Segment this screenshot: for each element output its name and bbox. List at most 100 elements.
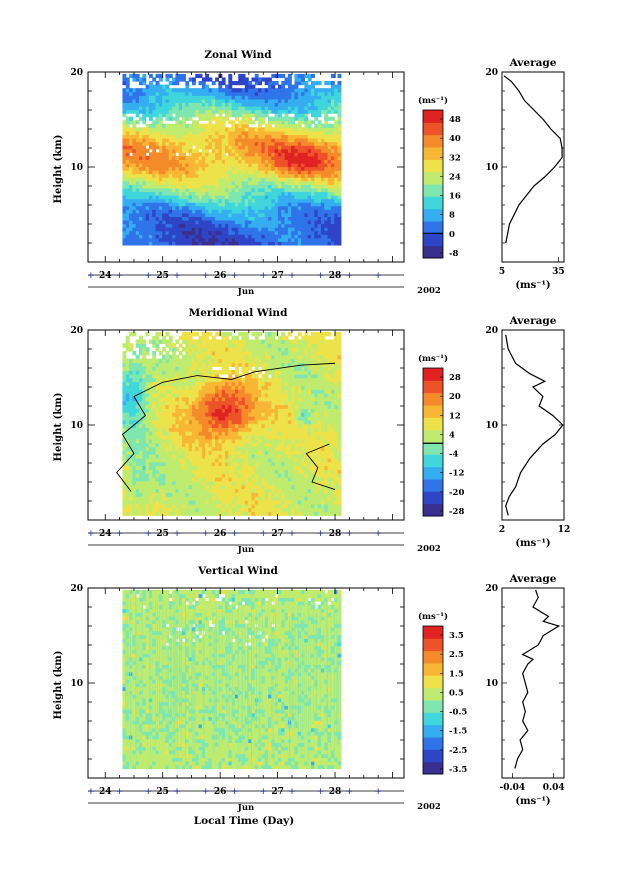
heatmap-cell	[185, 347, 190, 352]
heatmap-cell	[145, 195, 150, 200]
heatmap-cell	[208, 469, 213, 474]
heatmap-cell	[125, 511, 130, 516]
profile-x-label: (ms⁻¹)	[515, 280, 550, 291]
heatmap-cell	[139, 412, 143, 417]
heatmap-cell	[251, 180, 256, 185]
heatmap-cell	[234, 408, 239, 413]
heatmap-cell	[225, 419, 229, 425]
heatmap-cell	[221, 431, 226, 436]
heatmap-cell	[337, 227, 342, 232]
heatmap-cell	[165, 166, 170, 171]
heatmap-cell	[148, 435, 153, 440]
heatmap-cell	[139, 404, 143, 409]
heatmap-cell	[198, 335, 203, 341]
heatmap-cell	[172, 419, 176, 425]
heatmap-cell	[142, 492, 147, 497]
heatmap-cell	[158, 362, 163, 367]
heatmap-cell	[261, 166, 266, 171]
heatmap-cell	[158, 450, 163, 455]
heatmap-cell	[175, 148, 180, 153]
heatmap-cell	[291, 127, 296, 132]
heatmap-cell	[148, 177, 153, 182]
heatmap-cell	[221, 389, 226, 394]
heatmap-cell	[132, 184, 137, 189]
heatmap-cell	[294, 184, 299, 189]
heatmap-cell	[225, 241, 229, 246]
heatmap-cell	[287, 88, 292, 93]
heatmap-cell	[155, 488, 160, 493]
heatmap-cell	[142, 77, 147, 82]
heatmap-cell	[191, 477, 196, 482]
heatmap-cell	[162, 230, 167, 235]
heatmap-cell	[175, 339, 180, 344]
heatmap-cell	[241, 145, 246, 150]
heatmap-cell	[264, 77, 269, 82]
heatmap-cell	[168, 141, 173, 146]
heatmap-cell	[271, 134, 276, 139]
heatmap-cell	[261, 230, 266, 235]
heatmap-cell	[132, 223, 137, 228]
heatmap-cell	[205, 343, 210, 348]
heatmap-cell	[264, 219, 269, 225]
heatmap-cell	[185, 155, 190, 160]
heatmap-cell	[320, 195, 325, 200]
heatmap-cell	[205, 73, 210, 79]
heatmap-cell	[208, 461, 213, 467]
heatmap-cell	[294, 166, 299, 171]
heatmap-cell	[132, 102, 137, 107]
heatmap-cell	[148, 230, 153, 235]
heatmap-cell	[231, 507, 236, 513]
heatmap-cell	[198, 113, 203, 118]
heatmap-cell	[241, 162, 246, 168]
heatmap-cell	[238, 427, 243, 432]
heatmap-cell	[254, 347, 259, 352]
heatmap-cell	[225, 177, 229, 182]
heatmap-cell	[218, 127, 223, 132]
heatmap-cell	[317, 209, 322, 214]
heatmap-cell	[188, 473, 193, 478]
heatmap-cell	[228, 351, 233, 356]
heatmap-cell	[297, 98, 302, 103]
heatmap-cell	[188, 145, 193, 150]
heatmap-cell	[122, 177, 127, 182]
heatmap-cell	[337, 177, 342, 182]
heatmap-cell	[191, 234, 196, 239]
heatmap-cell	[208, 113, 213, 118]
heatmap-cell	[311, 95, 315, 100]
heatmap-cell	[191, 377, 196, 383]
heatmap-cell	[271, 205, 276, 210]
heatmap-cell	[158, 134, 163, 139]
heatmap-cell	[172, 105, 176, 111]
heatmap-cell	[132, 145, 137, 150]
heatmap-cell	[274, 223, 279, 228]
heatmap-cell	[175, 435, 180, 440]
heatmap-cell	[258, 237, 263, 242]
heatmap-cell	[281, 81, 286, 86]
heatmap-cell	[132, 152, 137, 157]
heatmap-cell	[248, 134, 253, 139]
heatmap-cell	[337, 141, 342, 146]
heatmap-cell	[148, 427, 153, 432]
heatmap-cell	[225, 91, 229, 96]
heatmap-cell	[287, 98, 292, 103]
heatmap-cell	[205, 469, 210, 474]
heatmap-cell	[155, 123, 160, 128]
heatmap-cell	[198, 152, 203, 157]
heatmap-cell	[251, 351, 256, 356]
heatmap-cell	[304, 134, 309, 139]
heatmap-cell	[218, 370, 223, 375]
heatmap-cell	[172, 205, 176, 210]
heatmap-cell	[182, 77, 186, 82]
heatmap-cell	[248, 84, 253, 89]
heatmap-cell	[191, 123, 196, 128]
heatmap-cell	[178, 95, 183, 100]
heatmap-cell	[211, 492, 216, 497]
heatmap-cell	[142, 102, 147, 107]
heatmap-cell	[201, 354, 206, 360]
heatmap-cell	[248, 339, 253, 344]
heatmap-cell	[142, 230, 147, 235]
heatmap-cell	[168, 187, 173, 193]
heatmap-cell	[125, 209, 130, 214]
heatmap-cell	[172, 415, 176, 421]
heatmap-cell	[205, 159, 210, 164]
